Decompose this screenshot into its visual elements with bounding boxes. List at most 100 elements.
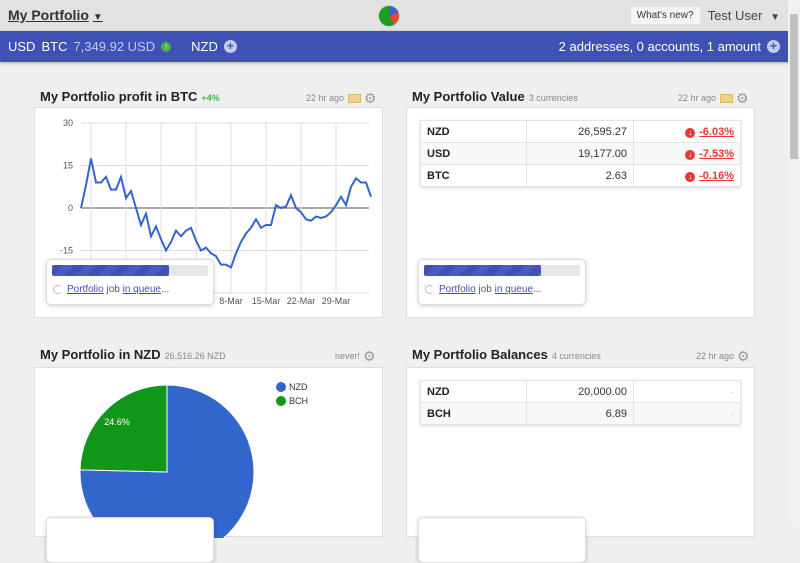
spinner-icon bbox=[53, 284, 62, 294]
job-dots: ... bbox=[160, 284, 170, 295]
spinner-icon bbox=[425, 284, 434, 294]
user-name: Test User bbox=[707, 8, 763, 23]
queue-link[interactable]: in queue bbox=[494, 284, 533, 295]
job-text: job bbox=[475, 284, 495, 295]
legend-label: BCH bbox=[289, 396, 308, 406]
email-icon[interactable] bbox=[720, 94, 734, 103]
job-progress-fill bbox=[52, 265, 169, 276]
legend-label: NZD bbox=[289, 382, 308, 392]
arrow-down-icon: ↓ bbox=[685, 149, 696, 160]
gear-icon[interactable]: ⚙ bbox=[737, 348, 750, 364]
email-icon[interactable] bbox=[348, 94, 362, 103]
balances-subtitle: 4 currencies bbox=[551, 351, 601, 361]
whats-new-button[interactable]: What's new? bbox=[630, 7, 700, 24]
profit-line bbox=[80, 158, 372, 269]
balance-row: NZD 20,000.00- bbox=[420, 380, 741, 403]
btc-price: 7,349.92 USD bbox=[73, 39, 156, 54]
portfolio-menu[interactable]: My Portfolio ▼ bbox=[8, 7, 103, 23]
balance-amount: 20,000.00 bbox=[526, 380, 634, 403]
y-tick-label: 15 bbox=[63, 161, 73, 171]
job-status-text: Portfolio job in queue... bbox=[425, 284, 541, 295]
balances-title-text: My Portfolio Balances bbox=[412, 347, 548, 362]
value-subtitle: 3 currencies bbox=[528, 93, 578, 103]
x-tick-label: 29-Mar bbox=[322, 296, 351, 306]
currency-code: NZD bbox=[420, 120, 527, 143]
value-amount: 2.63 bbox=[526, 164, 634, 187]
job-dots: ... bbox=[532, 284, 542, 295]
change-percent[interactable]: -6.03% bbox=[699, 125, 734, 138]
balance-extra: - bbox=[633, 380, 741, 403]
nzd-subtitle: 26,516.26 NZD bbox=[164, 351, 226, 361]
user-menu[interactable]: Test User ▼ bbox=[708, 8, 780, 23]
nzd-pie-chart: 24.6% NZD BCH bbox=[79, 382, 308, 560]
job-text: job bbox=[103, 284, 123, 295]
currency-group: USD BTC 7,349.92 USD ↑ NZD + bbox=[8, 39, 237, 54]
gear-icon[interactable]: ⚙ bbox=[736, 90, 749, 106]
portfolio-link[interactable]: Portfolio bbox=[439, 284, 476, 295]
updated-time: 22 hr ago bbox=[678, 92, 717, 103]
queue-link[interactable]: in queue bbox=[122, 284, 161, 295]
top-right-group: What's new? Test User ▼ bbox=[630, 0, 780, 31]
sources-group: 2 addresses, 0 accounts, 1 amount + bbox=[559, 39, 780, 54]
currency-code: USD bbox=[420, 142, 527, 165]
profit-title-text: My Portfolio profit in BTC bbox=[40, 89, 198, 104]
profit-meta: 22 hr ago ⚙ bbox=[306, 90, 377, 107]
job-status-popup: Portfolio job in queue... bbox=[418, 259, 586, 305]
updated-time: 22 hr ago bbox=[696, 350, 735, 361]
currency-btc[interactable]: BTC bbox=[41, 39, 68, 54]
y-tick-label: -15 bbox=[60, 245, 73, 255]
updated-time: never! bbox=[335, 350, 361, 361]
arrow-down-icon: ↓ bbox=[685, 171, 696, 182]
balances-table: NZD 20,000.00- BCH 6.89- bbox=[420, 380, 741, 425]
job-progress-fill bbox=[424, 265, 541, 276]
value-amount: 19,177.00 bbox=[526, 142, 634, 165]
value-row: BTC 2.63 ↓ -0.16% bbox=[420, 164, 741, 187]
value-title-text: My Portfolio Value bbox=[412, 89, 525, 104]
value-meta: 22 hr ago ⚙ bbox=[678, 90, 749, 107]
x-tick-label: 15-Mar bbox=[252, 296, 281, 306]
job-status-popup: Portfolio job in queue... bbox=[46, 259, 214, 305]
arrow-down-icon: ↓ bbox=[685, 127, 696, 138]
currency-code: NZD bbox=[420, 380, 527, 403]
currency-bar: USD BTC 7,349.92 USD ↑ NZD + 2 addresses… bbox=[0, 31, 788, 62]
caret-down-icon: ▼ bbox=[92, 12, 103, 23]
currency-nzd[interactable]: NZD bbox=[191, 39, 218, 54]
gear-icon[interactable]: ⚙ bbox=[363, 348, 376, 364]
balance-row: BCH 6.89- bbox=[420, 402, 741, 425]
sources-summary[interactable]: 2 addresses, 0 accounts, 1 amount bbox=[558, 39, 761, 54]
balances-meta: 22 hr ago ⚙ bbox=[696, 348, 750, 365]
balance-amount: 6.89 bbox=[526, 402, 634, 425]
portfolio-name: My Portfolio bbox=[8, 7, 89, 23]
job-progress-bar bbox=[424, 265, 580, 276]
value-amount: 26,595.27 bbox=[526, 120, 634, 143]
add-currency-button[interactable]: + bbox=[223, 40, 237, 53]
balance-extra: - bbox=[633, 402, 741, 425]
change-cell: ↓ -0.16% bbox=[633, 164, 741, 187]
balances-title: My Portfolio Balances 4 currencies bbox=[412, 347, 601, 362]
change-percent[interactable]: -7.53% bbox=[699, 147, 734, 160]
nzd-panel: 24.6% NZD BCH bbox=[34, 367, 383, 560]
caret-down-icon: ▼ bbox=[770, 12, 780, 23]
value-row: NZD 26,595.27 ↓ -6.03% bbox=[420, 120, 741, 143]
change-percent[interactable]: -0.16% bbox=[699, 169, 734, 182]
legend-marker bbox=[276, 382, 286, 392]
job-status-text: Portfolio job in queue... bbox=[53, 284, 169, 295]
scrollbar-thumb[interactable] bbox=[790, 14, 798, 159]
change-cell: ↓ -7.53% bbox=[633, 142, 741, 165]
portfolio-link[interactable]: Portfolio bbox=[67, 284, 104, 295]
x-tick-label: 22-Mar bbox=[287, 296, 316, 306]
y-tick-label: 0 bbox=[68, 203, 73, 213]
app-logo-icon[interactable] bbox=[378, 5, 400, 27]
arrow-up-icon: ↑ bbox=[161, 41, 172, 52]
balances-panel: NZD 20,000.00- BCH 6.89- bbox=[406, 367, 755, 537]
job-status-popup bbox=[46, 517, 214, 563]
add-source-button[interactable]: + bbox=[767, 40, 780, 53]
profit-change: +4% bbox=[201, 93, 220, 103]
nzd-title-text: My Portfolio in NZD bbox=[40, 347, 161, 362]
value-table: NZD 26,595.27 ↓ -6.03% USD 19,177.00 ↓ -7.53% BT… bbox=[420, 120, 741, 187]
gear-icon[interactable]: ⚙ bbox=[364, 90, 377, 106]
currency-usd[interactable]: USD bbox=[8, 39, 36, 54]
pie-slice-label: 24.6% bbox=[104, 417, 130, 427]
profit-title: My Portfolio profit in BTC +4% bbox=[40, 89, 220, 104]
job-progress-bar bbox=[52, 265, 208, 276]
